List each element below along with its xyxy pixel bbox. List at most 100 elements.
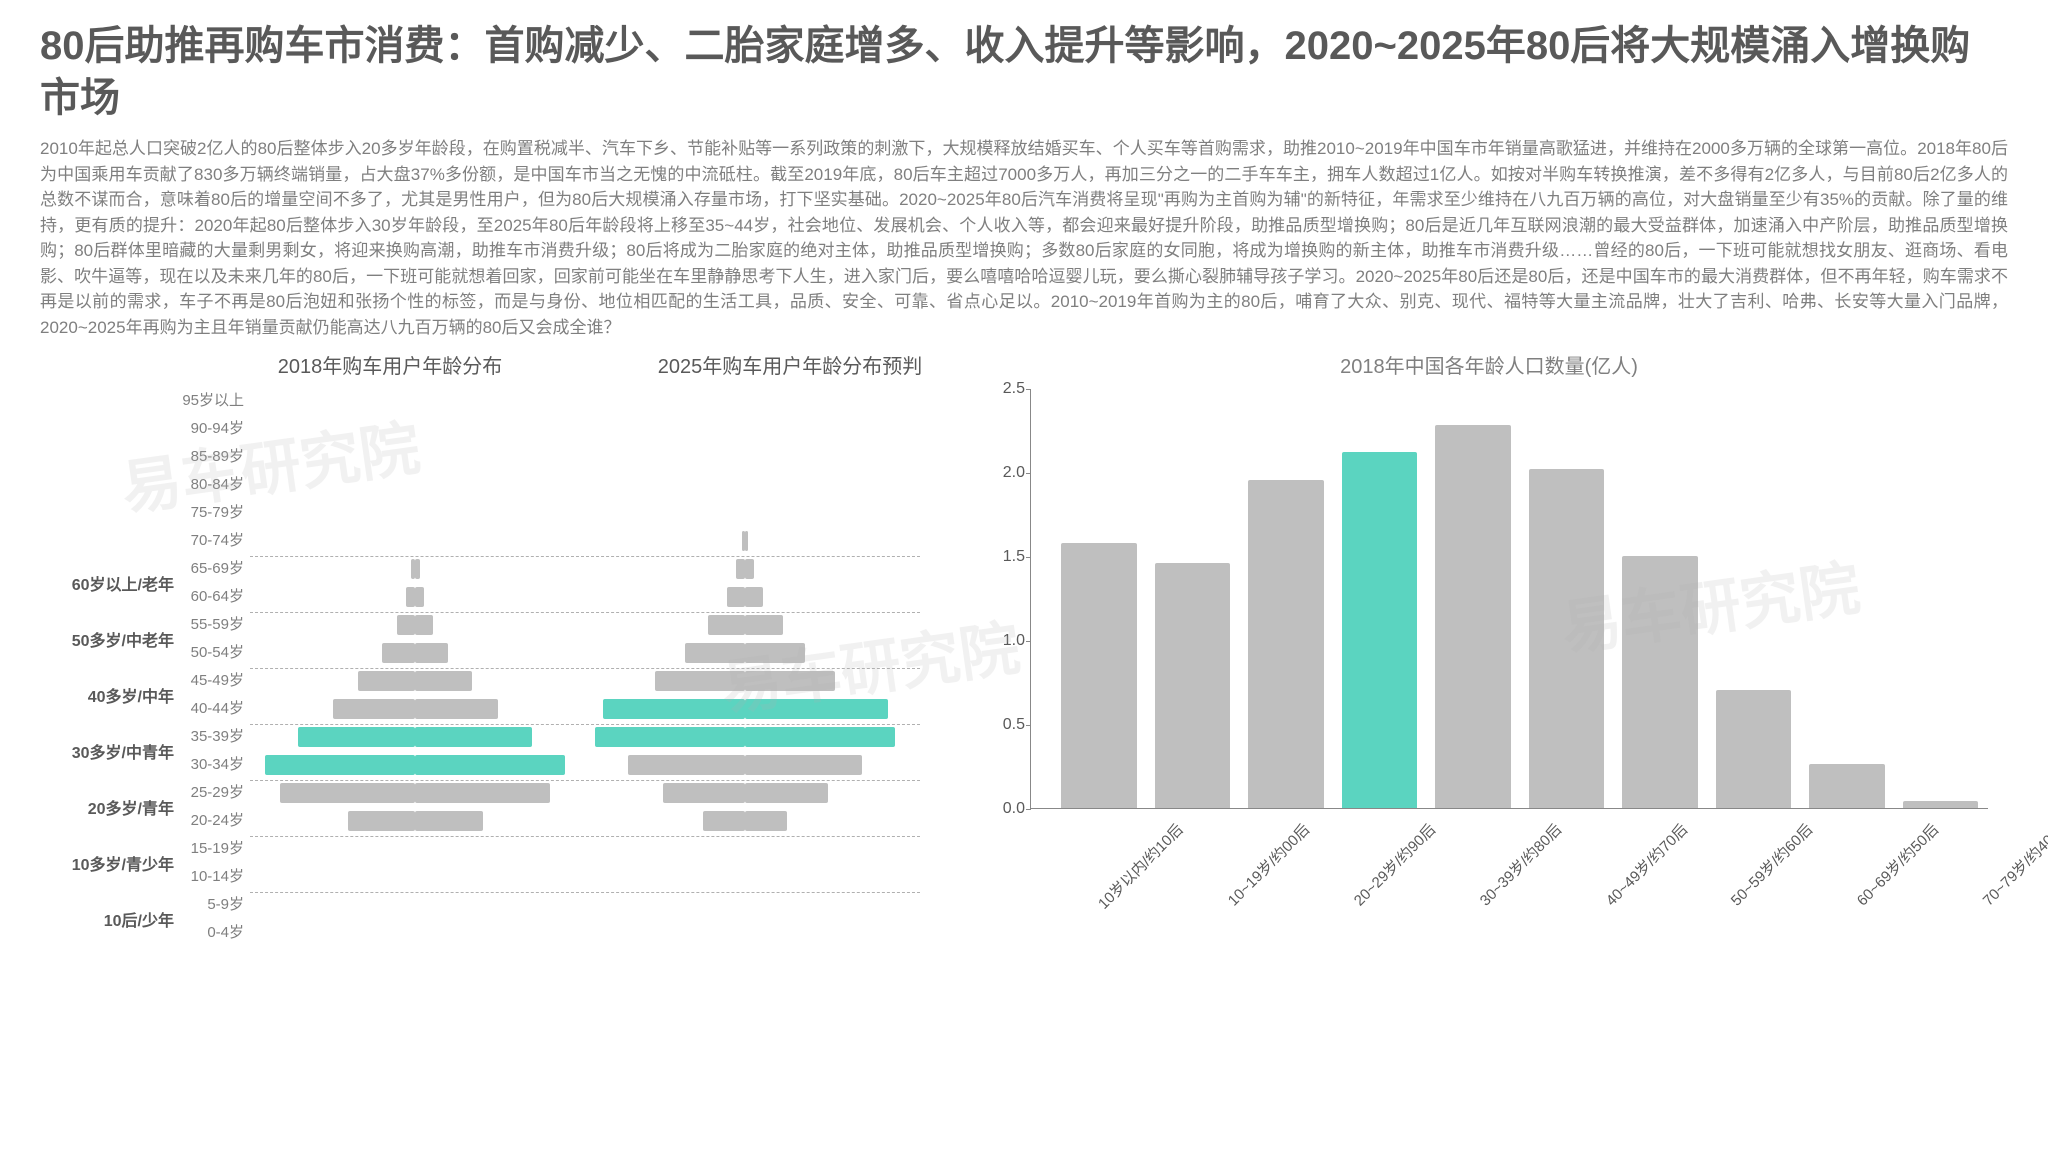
pyramid-row bbox=[580, 443, 910, 471]
age-label: 30-34岁 bbox=[180, 751, 250, 779]
pyramid-2018 bbox=[250, 387, 580, 947]
pyramid-bar-right bbox=[745, 811, 787, 831]
charts-row: 2018年购车用户年龄分布 2025年购车用户年龄分布预判 60岁以上/老年50… bbox=[40, 350, 2008, 1050]
pyramid-bar-left bbox=[397, 615, 415, 635]
pyramid-bar-left bbox=[280, 783, 415, 803]
pyramid-bar-left bbox=[708, 615, 746, 635]
pyramid-row bbox=[250, 611, 580, 639]
x-labels: 10岁以内/约10后10~19岁/约00后20~29岁/约90后30~39岁/约… bbox=[1060, 819, 1978, 840]
pyramid-row bbox=[250, 499, 580, 527]
bar bbox=[1342, 452, 1418, 808]
age-label: 0-4岁 bbox=[180, 919, 250, 947]
pyramid-row bbox=[250, 919, 580, 947]
age-label: 20-24岁 bbox=[180, 807, 250, 835]
y-tick-label: 0.0 bbox=[981, 800, 1025, 818]
age-label: 55-59岁 bbox=[180, 611, 250, 639]
pyramid-bar-left bbox=[727, 587, 745, 607]
pyramid-row bbox=[250, 415, 580, 443]
pyramid-row bbox=[250, 835, 580, 863]
pyramid-row bbox=[580, 639, 910, 667]
pyramid-row bbox=[580, 723, 910, 751]
pyramid-bar-right bbox=[415, 755, 565, 775]
pyramid-bar-right bbox=[415, 615, 433, 635]
pyramid-bar-right bbox=[745, 531, 748, 551]
pyramid-bar-left bbox=[663, 783, 746, 803]
bar bbox=[1435, 425, 1511, 808]
pyramid-bar-left bbox=[685, 643, 745, 663]
x-tick-label: 30~39岁/约80后 bbox=[1474, 819, 1565, 910]
pyramid-bar-right bbox=[745, 643, 805, 663]
pyramid-group-labels: 60岁以上/老年50多岁/中老年40多岁/中年30多岁/中青年20多岁/青年10… bbox=[40, 387, 180, 947]
pyramid-bar-right bbox=[415, 643, 448, 663]
pyramid-bar-left bbox=[358, 671, 415, 691]
pyramid-row bbox=[250, 583, 580, 611]
pyramid-bar-right bbox=[745, 727, 895, 747]
age-label: 65-69岁 bbox=[180, 555, 250, 583]
pyramid-separator bbox=[250, 892, 920, 893]
age-label: 25-29岁 bbox=[180, 779, 250, 807]
pyramid-bar-right bbox=[745, 587, 763, 607]
pyramid-bar-right bbox=[415, 699, 498, 719]
bar-chart-title: 2018年中国各年龄人口数量(亿人) bbox=[970, 350, 2008, 379]
age-label: 10-14岁 bbox=[180, 863, 250, 891]
pyramid-bar-right bbox=[415, 727, 532, 747]
pyramid-separator bbox=[250, 556, 920, 557]
pyramid-bar-right bbox=[415, 587, 424, 607]
pyramid-bar-right bbox=[745, 671, 835, 691]
pyramid-row bbox=[580, 527, 910, 555]
pyramid-bar-left bbox=[298, 727, 415, 747]
page-title: 80后助推再购车市消费：首购减少、二胎家庭增多、收入提升等影响，2020~202… bbox=[40, 20, 2008, 124]
age-label: 85-89岁 bbox=[180, 443, 250, 471]
pyramid-bar-right bbox=[415, 783, 550, 803]
y-tick-label: 1.0 bbox=[981, 632, 1025, 650]
pyramid-bar-left bbox=[655, 671, 745, 691]
pyramid-bar-left bbox=[603, 699, 746, 719]
pyramid-bar-right bbox=[745, 615, 783, 635]
pyramid-bar-left bbox=[382, 643, 415, 663]
pyramid-separator bbox=[250, 668, 920, 669]
x-tick-label: 10~19岁/约00后 bbox=[1222, 819, 1313, 910]
pyramid-row bbox=[250, 695, 580, 723]
pyramid-bar-left bbox=[736, 559, 745, 579]
y-tick-label: 1.5 bbox=[981, 548, 1025, 566]
pyramid-row bbox=[250, 639, 580, 667]
age-label: 50-54岁 bbox=[180, 639, 250, 667]
pyramid-row bbox=[580, 499, 910, 527]
pyramid-row bbox=[580, 667, 910, 695]
x-tick-label: 50~59岁/约60后 bbox=[1726, 819, 1817, 910]
y-tick-label: 2.0 bbox=[981, 464, 1025, 482]
x-tick-label: 10岁以内/约10后 bbox=[1093, 819, 1187, 913]
pyramid-panel: 2018年购车用户年龄分布 2025年购车用户年龄分布预判 60岁以上/老年50… bbox=[40, 350, 930, 1050]
bar bbox=[1155, 563, 1231, 808]
bar bbox=[1529, 469, 1605, 808]
age-label: 80-84岁 bbox=[180, 471, 250, 499]
pyramid-bar-right bbox=[745, 559, 754, 579]
pyramid-row bbox=[580, 387, 910, 415]
pyramid-bar-left bbox=[703, 811, 745, 831]
age-label: 40-44岁 bbox=[180, 695, 250, 723]
pyramid-title-2018: 2018年购车用户年龄分布 bbox=[250, 350, 530, 379]
bar bbox=[1061, 543, 1137, 808]
pyramid-bar-left bbox=[348, 811, 416, 831]
pyramid-bar-right bbox=[745, 755, 862, 775]
pyramid-separator bbox=[250, 836, 920, 837]
y-tick-label: 2.5 bbox=[981, 380, 1025, 398]
pyramid-age-labels: 95岁以上90-94岁85-89岁80-84岁75-79岁70-74岁65-69… bbox=[180, 387, 250, 947]
pyramid-row bbox=[580, 863, 910, 891]
bar-chart-panel: 2018年中国各年龄人口数量(亿人) 0.00.51.01.52.02.5 10岁… bbox=[970, 350, 2008, 1050]
pyramid-bar-left bbox=[406, 587, 415, 607]
pyramid-bar-right bbox=[745, 783, 828, 803]
pyramid-row bbox=[580, 471, 910, 499]
age-label: 75-79岁 bbox=[180, 499, 250, 527]
pyramid-bar-right bbox=[415, 811, 483, 831]
pyramid-row bbox=[580, 779, 910, 807]
x-tick-label: 40~49岁/约70后 bbox=[1600, 819, 1691, 910]
pyramid-2025 bbox=[580, 387, 910, 947]
pyramid-bar-right bbox=[745, 699, 888, 719]
pyramid-title-2025: 2025年购车用户年龄分布预判 bbox=[650, 350, 930, 379]
bar-plot-area: 0.00.51.01.52.02.5 bbox=[1030, 389, 1988, 809]
age-label: 70-74岁 bbox=[180, 527, 250, 555]
group-label bbox=[40, 387, 180, 555]
bar bbox=[1809, 764, 1885, 808]
pyramid-row bbox=[580, 835, 910, 863]
